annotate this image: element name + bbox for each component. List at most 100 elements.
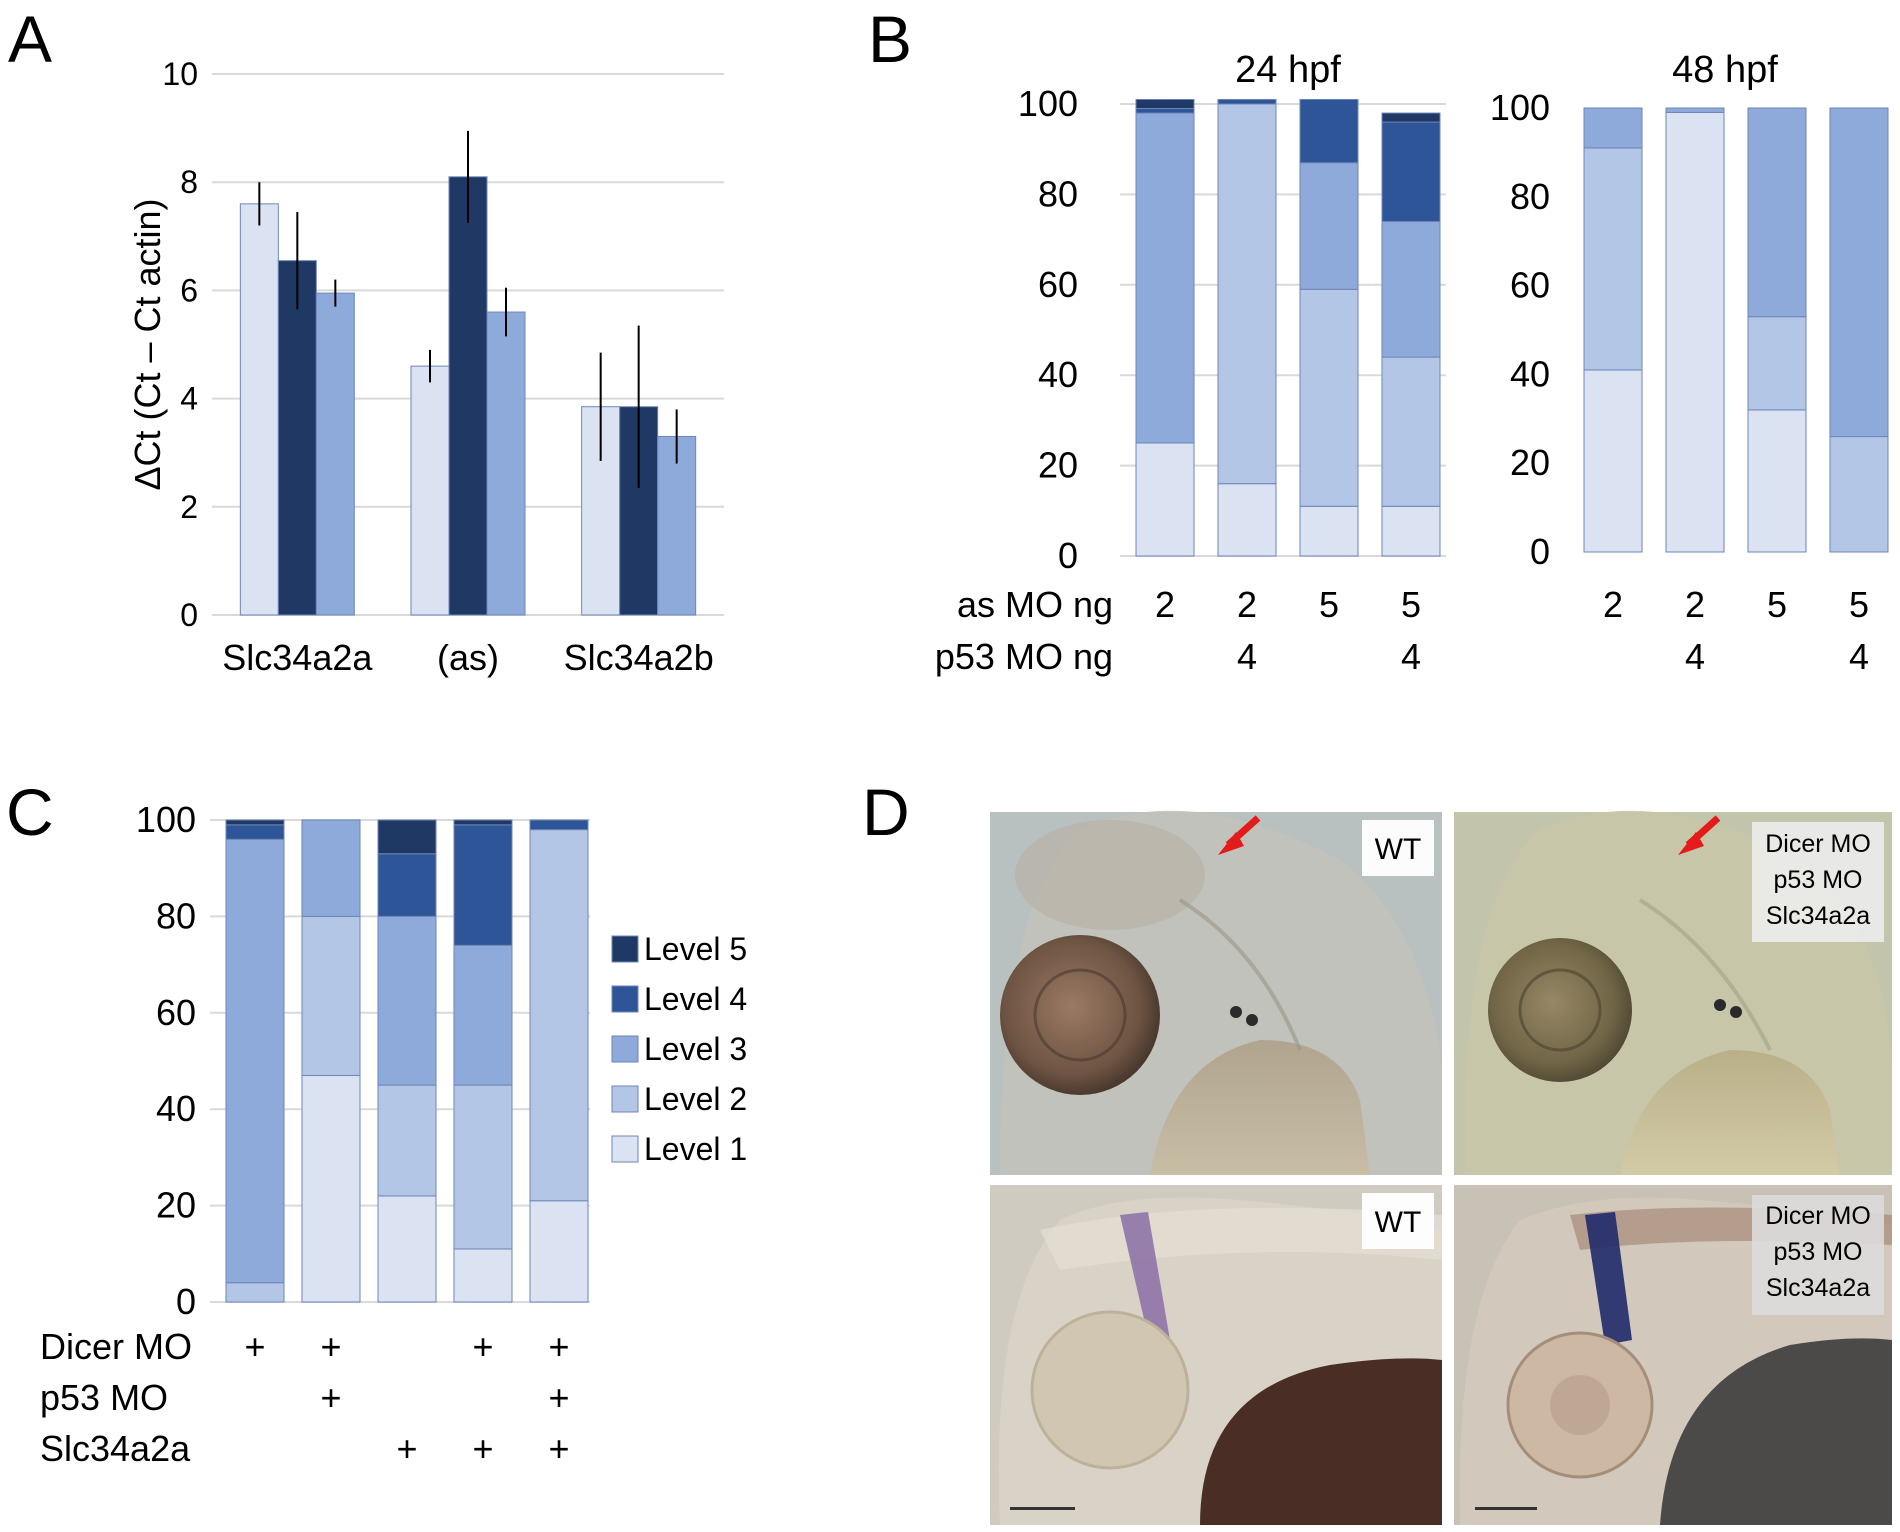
stacked-bar-segment bbox=[1829, 107, 1889, 438]
legend-swatch bbox=[611, 1035, 639, 1063]
row-value: 4 bbox=[1849, 636, 1869, 677]
stacked-bar-segment bbox=[1381, 221, 1441, 358]
row-value: 5 bbox=[1849, 584, 1869, 625]
stacked-bar-segment bbox=[529, 1200, 589, 1303]
bar bbox=[315, 292, 355, 616]
photo-tag-wt: WT bbox=[1362, 820, 1434, 876]
bar bbox=[486, 311, 526, 616]
y-tick-label: 20 bbox=[1038, 445, 1078, 486]
stacked-bar-segment bbox=[453, 819, 513, 826]
row-value: 4 bbox=[1685, 636, 1705, 677]
y-tick-label: 8 bbox=[180, 164, 198, 200]
row-label: p53 MO bbox=[40, 1377, 168, 1418]
y-tick-label: 20 bbox=[156, 1185, 196, 1226]
stacked-bar-segment bbox=[1299, 162, 1359, 290]
stacked-bar-segment bbox=[1381, 112, 1441, 123]
red-arrow-icon bbox=[1218, 815, 1261, 855]
stacked-bar-segment bbox=[1135, 98, 1195, 110]
svg-text:Dicer MO: Dicer MO bbox=[1765, 1202, 1871, 1230]
row-value: + bbox=[472, 1326, 493, 1367]
legend-label: Level 1 bbox=[644, 1131, 747, 1167]
bar bbox=[410, 365, 450, 616]
y-tick-label: 60 bbox=[1510, 265, 1550, 306]
y-tick-label: 100 bbox=[136, 799, 196, 840]
bar bbox=[619, 406, 659, 616]
row-value: + bbox=[472, 1428, 493, 1469]
chart-b-48hpf: 0 20 40 60 80 100 48 hpf 2 2 5 5 4 4 bbox=[1490, 49, 1889, 677]
chart-b-24hpf: 0 20 40 60 80 100 24 hpf as MO ng 2 2 5 5 p53 MO ng 4… bbox=[935, 49, 1446, 677]
svg-text:WT: WT bbox=[1375, 1206, 1422, 1239]
stacked-bar-segment bbox=[1381, 356, 1441, 507]
y-tick-label: 40 bbox=[156, 1088, 196, 1129]
svg-text:Slc34a2a: Slc34a2a bbox=[1766, 1274, 1870, 1302]
stacked-bar-segment bbox=[1583, 369, 1643, 553]
row-value: + bbox=[244, 1326, 265, 1367]
stacked-bar-segment bbox=[377, 819, 437, 855]
row-value: 4 bbox=[1401, 636, 1421, 677]
panel-label-c: C bbox=[6, 775, 54, 849]
y-tick-label: 60 bbox=[156, 992, 196, 1033]
row-label: Dicer MO bbox=[40, 1326, 192, 1367]
stacked-bar-segment bbox=[1665, 111, 1725, 553]
y-tick-label: 0 bbox=[1530, 531, 1550, 572]
row-value: 4 bbox=[1237, 636, 1257, 677]
stacked-bar-segment bbox=[453, 1248, 513, 1303]
chart-c-stacked-levels: 0 20 40 60 80 100 Dicer MO + + + + p53 MO + + Slc34a2a… bbox=[40, 799, 747, 1469]
row-value: + bbox=[548, 1326, 569, 1367]
svg-text:p53 MO: p53 MO bbox=[1774, 1238, 1863, 1266]
row-value: 2 bbox=[1237, 584, 1257, 625]
stacked-bar-segment bbox=[377, 1195, 437, 1303]
x-category-label: Slc34a2a bbox=[222, 637, 373, 678]
row-value: 5 bbox=[1767, 584, 1787, 625]
svg-text:p53 MO: p53 MO bbox=[1774, 866, 1863, 894]
row-value: 5 bbox=[1319, 584, 1339, 625]
y-tick-label: 100 bbox=[1490, 87, 1550, 128]
stacked-bar-segment bbox=[377, 853, 437, 917]
y-axis-label: ΔCt (Ct – Ct actin) bbox=[127, 198, 168, 490]
stacked-bar-segment bbox=[453, 1084, 513, 1250]
row-label: Slc34a2a bbox=[40, 1428, 191, 1469]
stacked-bar-segment bbox=[529, 829, 589, 1202]
row-value: 2 bbox=[1155, 584, 1175, 625]
legend-swatch bbox=[611, 935, 639, 963]
y-tick-label: 20 bbox=[1510, 442, 1550, 483]
panel-label-b: B bbox=[868, 2, 912, 76]
panel-label-a: A bbox=[8, 2, 52, 76]
stacked-bar-segment bbox=[453, 944, 513, 1086]
chart-title: 24 hpf bbox=[1235, 49, 1341, 91]
stacked-bar-segment bbox=[301, 1074, 361, 1303]
photo-wt-brightfield bbox=[990, 810, 1442, 1175]
row-label: p53 MO ng bbox=[935, 636, 1113, 677]
photo-tag-dicer: Dicer MO p53 MO Slc34a2a bbox=[1752, 822, 1884, 942]
stacked-bar-segment bbox=[225, 838, 285, 1284]
stacked-bar-segment bbox=[1747, 107, 1807, 318]
legend-label: Level 3 bbox=[644, 1031, 747, 1067]
stacked-bar-segment bbox=[1135, 442, 1195, 557]
row-value: + bbox=[548, 1377, 569, 1418]
stacked-bar-segment bbox=[1299, 98, 1359, 164]
photo-tag-dicer: Dicer MO p53 MO Slc34a2a bbox=[1752, 1195, 1884, 1315]
svg-text:Dicer MO: Dicer MO bbox=[1765, 830, 1871, 858]
y-tick-label: 40 bbox=[1510, 353, 1550, 394]
y-tick-label: 60 bbox=[1038, 264, 1078, 305]
chart-a-delta-ct: 0 2 4 6 8 10 ΔCt (Ct – Ct actin) Slc34a2a (as) Sl… bbox=[127, 56, 724, 678]
stacked-bar-segment bbox=[1381, 121, 1441, 223]
row-value: + bbox=[548, 1428, 569, 1469]
stacked-bar-segment bbox=[1747, 316, 1807, 411]
legend-label: Level 4 bbox=[644, 981, 747, 1017]
legend-swatch bbox=[611, 1085, 639, 1113]
x-category-label: (as) bbox=[437, 637, 499, 678]
stacked-bar-segment bbox=[225, 819, 285, 826]
red-arrow-icon bbox=[1678, 815, 1721, 855]
stacked-bar-segment bbox=[1583, 147, 1643, 371]
y-tick-label: 0 bbox=[1058, 535, 1078, 576]
bar bbox=[657, 435, 697, 616]
stacked-bar-segment bbox=[1217, 103, 1277, 485]
row-value: + bbox=[396, 1428, 417, 1469]
legend-swatch bbox=[611, 1135, 639, 1163]
y-tick-label: 4 bbox=[180, 381, 198, 417]
chart-title: 48 hpf bbox=[1672, 49, 1778, 91]
y-tick-label: 80 bbox=[1038, 173, 1078, 214]
legend-label: Level 5 bbox=[644, 931, 747, 967]
